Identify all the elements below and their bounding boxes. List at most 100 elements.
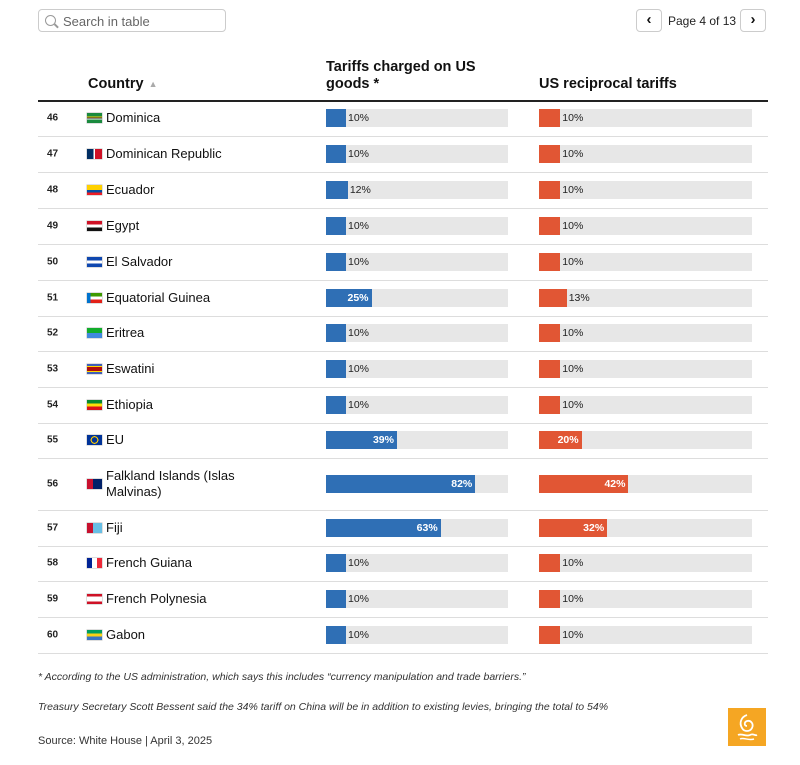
charged-value-label: 12% [349, 184, 371, 196]
charged-value-label: 10% [348, 399, 370, 411]
egypt-flag-icon [87, 221, 102, 231]
source-line: Source: White House | April 3, 2025 [38, 735, 213, 747]
charged-bar-track: 39% [326, 431, 508, 449]
row-divider [38, 351, 768, 352]
reciprocal-value-label: 10% [562, 557, 584, 569]
sort-ascending-icon: ▲ [148, 79, 158, 89]
search-input[interactable] [63, 13, 221, 29]
country-name: Equatorial Guinea [106, 290, 211, 305]
row-divider [38, 581, 768, 582]
reciprocal-bar-track: 10% [539, 217, 752, 235]
country-name: French Polynesia [106, 591, 207, 606]
reciprocal-bar-track: 42% [539, 475, 752, 493]
eswatini-flag-icon [87, 364, 102, 374]
charged-bar [326, 145, 346, 163]
charged-column-header: Tariffs charged on US goods * [326, 59, 476, 92]
row-rank: 56 [47, 478, 59, 490]
row-divider [38, 172, 768, 173]
charged-bar-track: 10% [326, 324, 508, 342]
country-name: Egypt [106, 218, 140, 233]
reciprocal-value-label: 10% [562, 220, 584, 232]
reciprocal-bar [539, 475, 629, 493]
charged-bar-track: 82% [326, 475, 508, 493]
row-rank: 53 [47, 363, 59, 375]
reciprocal-bar [539, 145, 561, 163]
charged-value-label: 82% [451, 478, 473, 490]
country-name: Ecuador [106, 182, 155, 197]
charged-bar [326, 590, 346, 608]
reciprocal-value-label: 20% [557, 434, 579, 446]
reciprocal-bar [539, 217, 561, 235]
charged-value-label: 10% [348, 363, 370, 375]
reciprocal-bar [539, 590, 561, 608]
search-box[interactable] [38, 9, 226, 32]
reciprocal-bar-track: 32% [539, 519, 752, 537]
reciprocal-bar [539, 289, 567, 307]
reciprocal-bar-track: 10% [539, 181, 752, 199]
country-header-label: Country [88, 76, 144, 92]
header-divider [38, 100, 768, 102]
charged-bar [326, 181, 348, 199]
equatorial-guinea-flag-icon [87, 293, 102, 303]
country-name: Falkland Islands (Islas Malvinas) [106, 468, 235, 499]
charged-bar-track: 25% [326, 289, 508, 307]
reciprocal-value-label: 32% [583, 522, 605, 534]
country-name: Dominican Republic [106, 146, 222, 161]
row-divider [38, 653, 768, 654]
next-page-button[interactable]: › [740, 9, 766, 32]
country-name: French Guiana [106, 555, 192, 570]
charged-bar-track: 10% [326, 217, 508, 235]
reciprocal-value-label: 10% [562, 399, 584, 411]
row-divider [38, 244, 768, 245]
row-rank: 59 [47, 593, 59, 605]
country-column-header[interactable]: Country ▲ [88, 76, 158, 92]
country-name: EU [106, 432, 125, 447]
charged-value-label: 10% [348, 593, 370, 605]
prev-page-button[interactable]: ‹ [636, 9, 662, 32]
charged-bar-track: 12% [326, 181, 508, 199]
charged-bar-track: 10% [326, 554, 508, 572]
row-rank: 51 [47, 292, 59, 304]
charged-bar [326, 217, 346, 235]
charged-bar [326, 519, 441, 537]
charged-value-label: 10% [348, 557, 370, 569]
charged-bar-track: 63% [326, 519, 508, 537]
reciprocal-bar-track: 13% [539, 289, 752, 307]
charged-bar-track: 10% [326, 253, 508, 271]
row-divider [38, 208, 768, 209]
row-divider [38, 617, 768, 618]
reciprocal-bar-track: 10% [539, 554, 752, 572]
charged-value-label: 10% [348, 112, 370, 124]
row-divider [38, 280, 768, 281]
country-name: Eswatini [106, 361, 155, 376]
charged-bar [326, 289, 372, 307]
country-name: Ethiopia [106, 397, 153, 412]
row-divider [38, 546, 768, 547]
reciprocal-value-label: 13% [568, 292, 590, 304]
reciprocal-bar-track: 10% [539, 253, 752, 271]
reciprocal-value-label: 10% [562, 327, 584, 339]
reciprocal-bar [539, 626, 561, 644]
reciprocal-bar-track: 10% [539, 324, 752, 342]
reciprocal-value-label: 10% [562, 363, 584, 375]
charged-value-label: 10% [348, 327, 370, 339]
charged-value-label: 10% [348, 148, 370, 160]
charged-value-label: 63% [416, 522, 438, 534]
charged-bar [326, 396, 346, 414]
row-divider [38, 136, 768, 137]
charged-bar [326, 431, 397, 449]
reciprocal-column-header: US reciprocal tariffs [539, 76, 677, 92]
charged-bar-track: 10% [326, 360, 508, 378]
french-polynesia-flag-icon [87, 594, 102, 604]
row-divider [38, 423, 768, 424]
eu-flag-icon [87, 435, 102, 445]
charged-bar-track: 10% [326, 109, 508, 127]
charged-bar [326, 475, 476, 493]
gabon-flag-icon [87, 630, 102, 640]
dominican-republic-flag-icon [87, 149, 102, 159]
row-divider [38, 316, 768, 317]
charged-bar [326, 626, 346, 644]
reciprocal-bar [539, 253, 561, 271]
el-salvador-flag-icon [87, 257, 102, 267]
charged-value-label: 10% [348, 256, 370, 268]
